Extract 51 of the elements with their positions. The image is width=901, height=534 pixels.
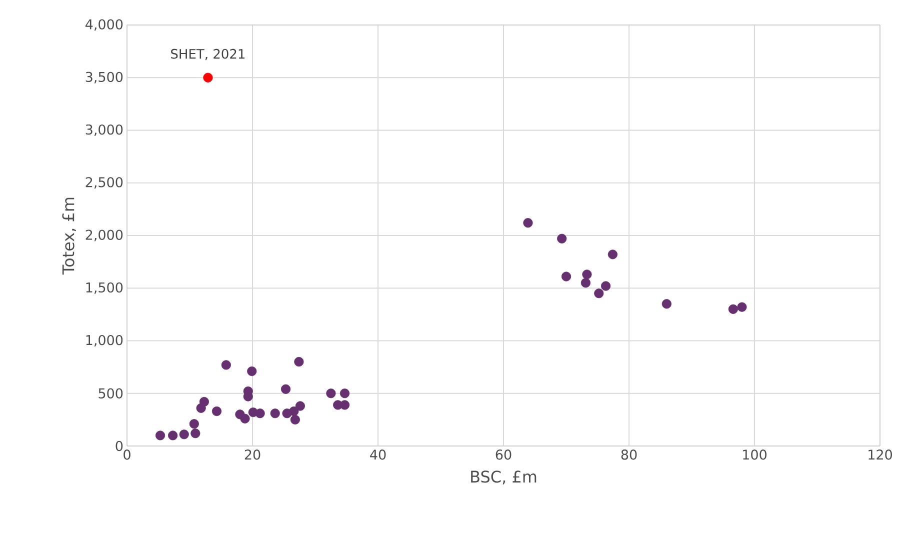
point	[340, 400, 350, 410]
point	[326, 388, 336, 398]
annotation: SHET, 2021	[171, 48, 245, 60]
y-tick-label: 4,000	[85, 19, 123, 31]
y-tick-label: 0	[116, 440, 123, 452]
point	[168, 430, 178, 440]
point	[557, 234, 567, 244]
point	[608, 250, 618, 260]
point	[580, 278, 591, 288]
point	[600, 281, 611, 291]
point	[247, 366, 257, 376]
y-axis-title: Totex, £m	[62, 198, 76, 275]
point	[294, 356, 304, 367]
point	[737, 302, 747, 312]
point	[523, 218, 533, 228]
point	[340, 388, 350, 398]
point	[582, 270, 592, 280]
x-tick-label: 0	[124, 450, 130, 460]
y-tick-label: 2,000	[86, 230, 123, 242]
x-tick-label: 20	[244, 450, 260, 460]
x-tick-label: 80	[621, 450, 637, 460]
point	[255, 408, 265, 418]
y-tick-label: 3,500	[86, 72, 123, 84]
point	[728, 304, 738, 314]
x-tick-label: 60	[496, 450, 512, 460]
x-tick-label: 100	[743, 450, 766, 460]
point	[221, 360, 231, 370]
point	[189, 419, 199, 429]
x-tick-label: 40	[370, 450, 386, 460]
y-tick-label: 1,500	[86, 282, 123, 294]
x-axis-title: BSC, £m	[471, 470, 536, 484]
point	[155, 430, 166, 440]
point	[199, 396, 209, 407]
point	[212, 406, 222, 416]
point	[280, 384, 291, 394]
point	[290, 414, 300, 424]
point	[270, 408, 280, 418]
point	[289, 406, 299, 416]
point	[662, 299, 672, 309]
point	[594, 288, 604, 298]
point	[295, 401, 305, 411]
point	[190, 428, 200, 438]
y-tick-label: 2,500	[86, 177, 123, 189]
x-tick-label: 120	[868, 450, 892, 460]
y-tick-label: 1,000	[86, 334, 123, 347]
point	[240, 414, 250, 424]
point	[179, 430, 189, 440]
point	[561, 272, 572, 282]
y-tick-label: 500	[98, 388, 123, 398]
point	[203, 72, 213, 82]
y-tick-label: 3,000	[86, 124, 123, 136]
